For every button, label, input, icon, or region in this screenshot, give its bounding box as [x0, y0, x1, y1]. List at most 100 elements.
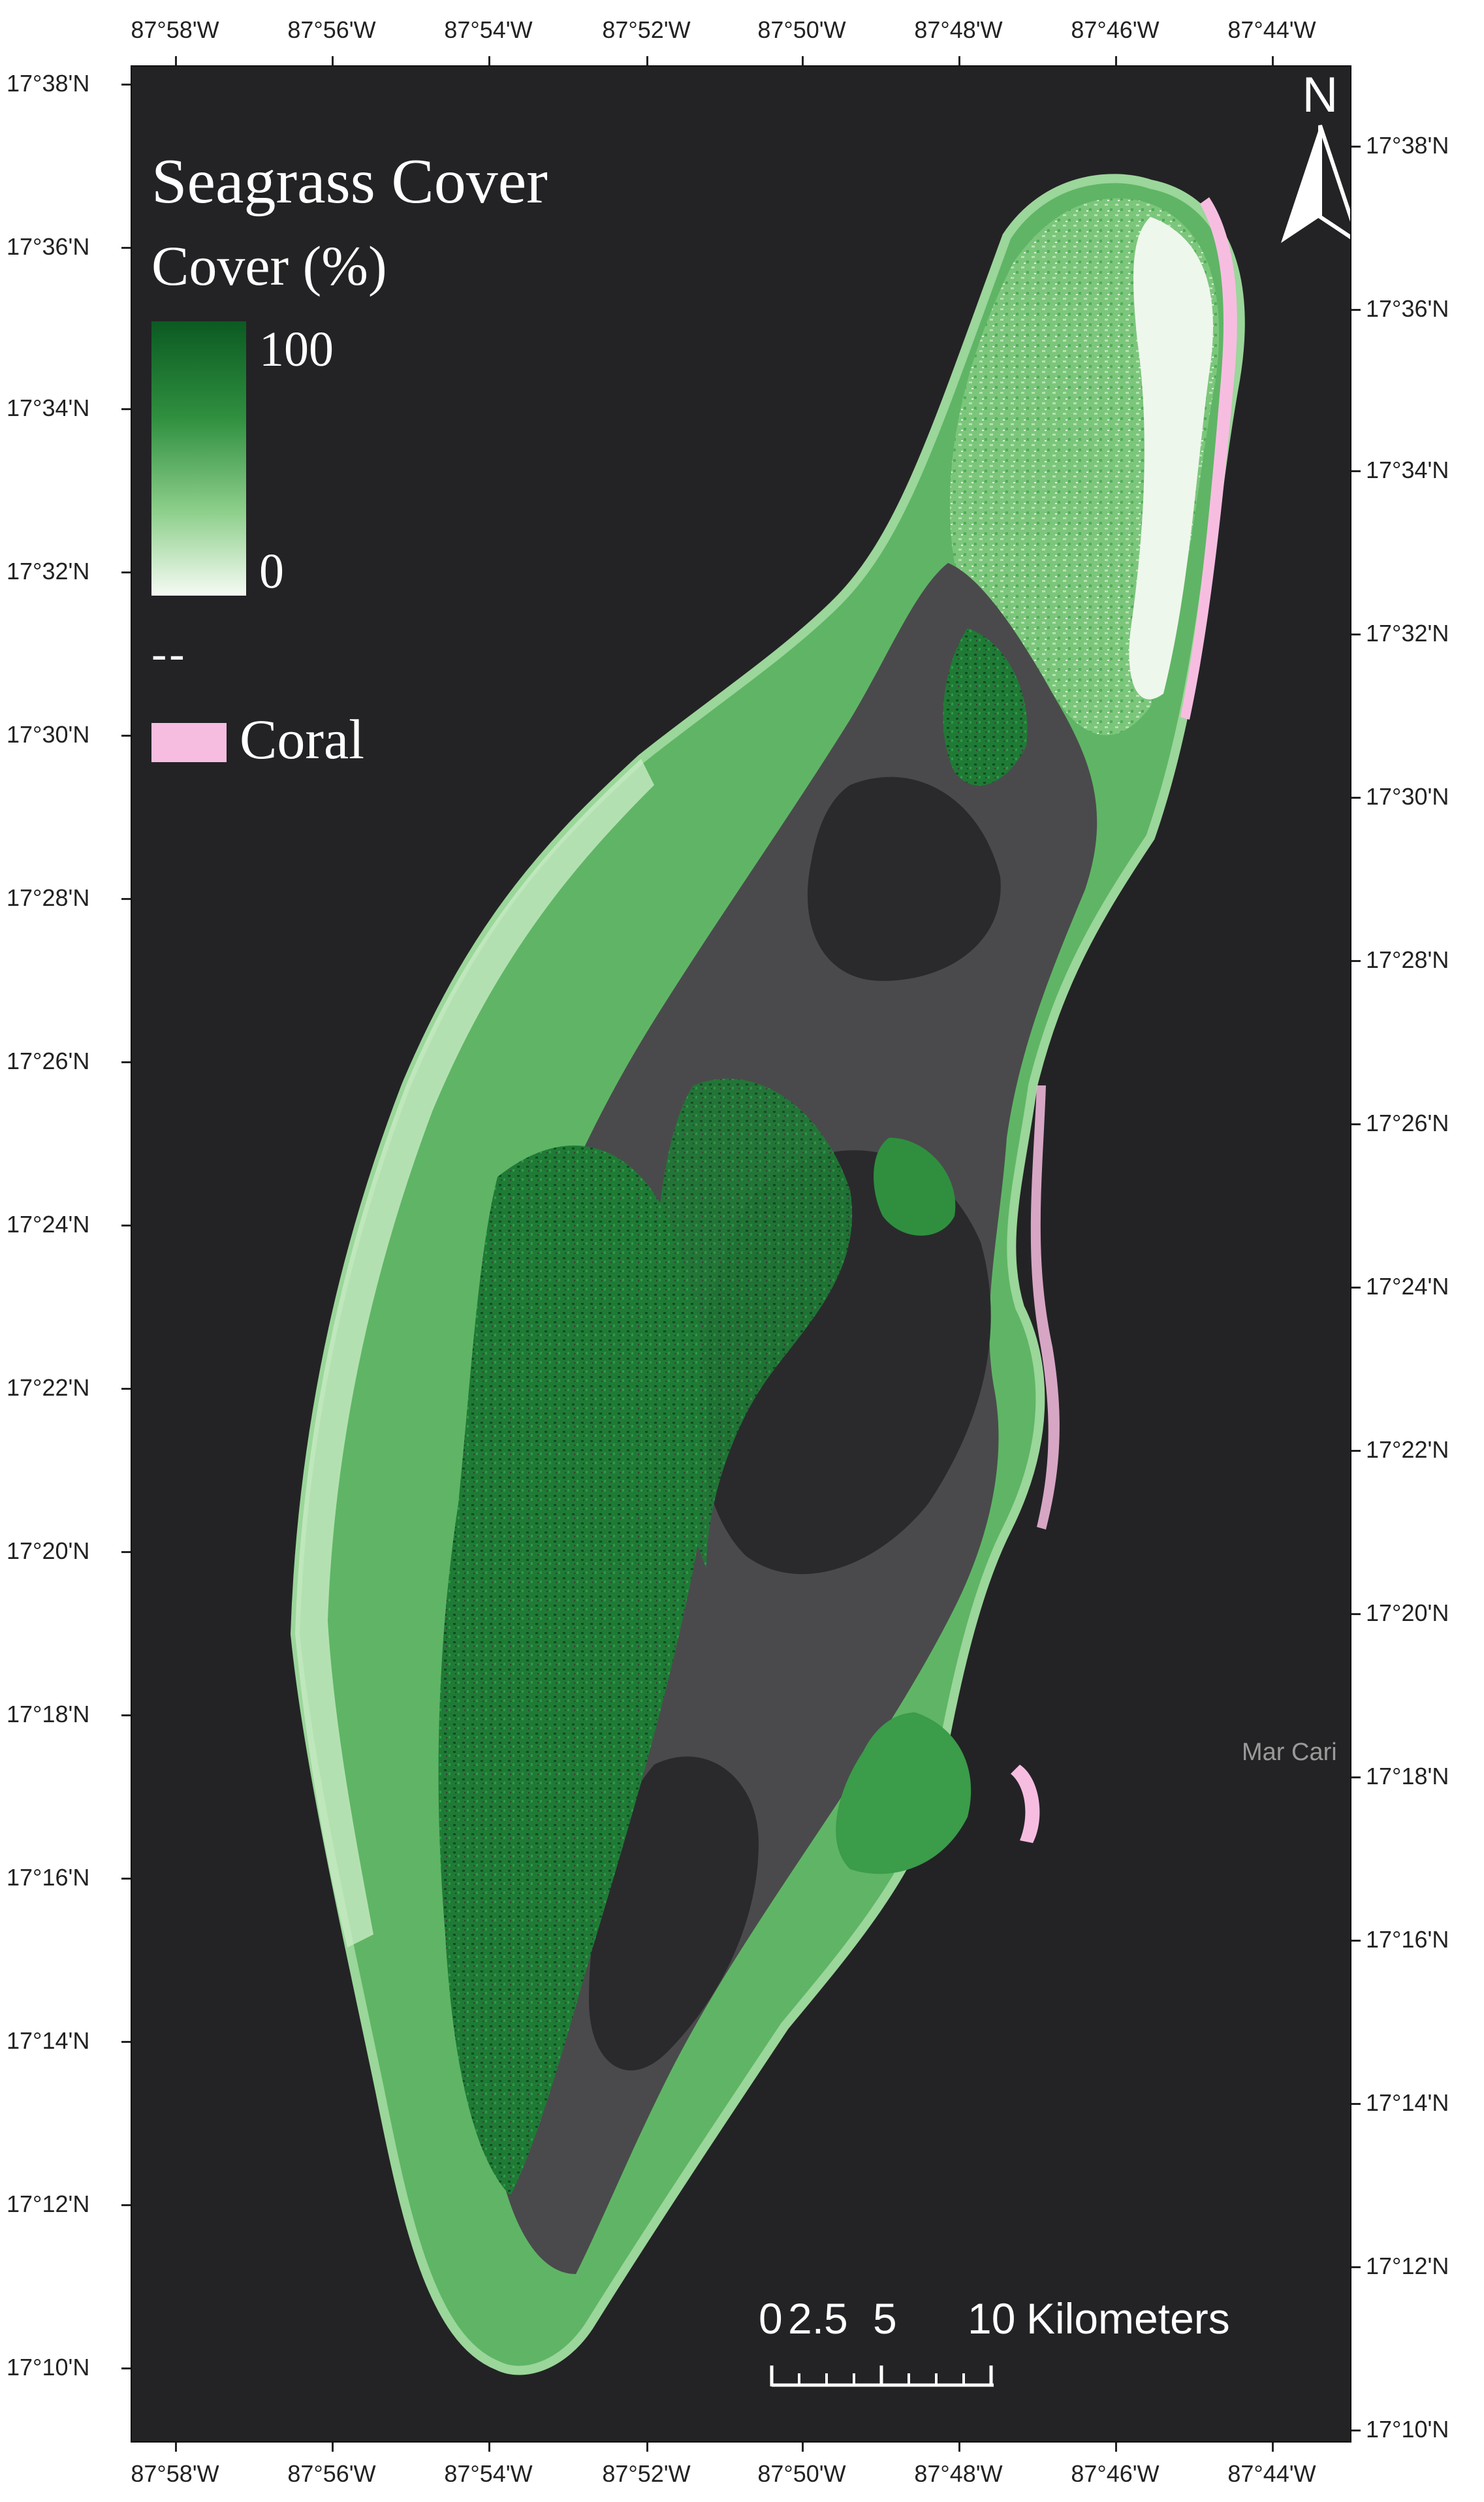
- left-latitude-label: 17°10'N: [7, 2354, 90, 2381]
- west-fore-reef: [295, 759, 654, 1948]
- bottom-longitude-label: 87°44'W: [1227, 2460, 1316, 2487]
- right-latitude-label: 17°20'N: [1366, 1599, 1449, 1626]
- right-latitude-label: 17°18'N: [1366, 1763, 1449, 1789]
- map-frame[interactable]: Seagrass Cover Cover (%) 100 0 -- Coral …: [131, 65, 1351, 2443]
- scale-label-10: 10: [968, 2294, 1016, 2343]
- left-latitude-tick: [121, 2367, 131, 2369]
- right-latitude-tick: [1351, 1287, 1361, 1289]
- right-latitude-tick: [1351, 470, 1361, 472]
- left-latitude-tick: [121, 408, 131, 410]
- sand-flats: [1129, 217, 1213, 699]
- lagoon-basin-south: [589, 1756, 759, 2071]
- left-latitude-label: 17°36'N: [7, 233, 90, 260]
- legend-coral-label: Coral: [240, 708, 365, 771]
- left-latitude-tick: [121, 1225, 131, 1227]
- right-latitude-label: 17°12'N: [1366, 2253, 1449, 2279]
- legend-separator: --: [151, 629, 187, 679]
- top-longitude-tick: [488, 56, 490, 65]
- left-latitude-label: 17°22'N: [7, 1374, 90, 1401]
- right-latitude-tick: [1351, 2103, 1361, 2105]
- left-latitude-tick: [121, 1551, 131, 1553]
- top-longitude-tick: [1272, 56, 1274, 65]
- right-latitude-tick: [1351, 309, 1361, 311]
- scale-label-0: 0: [759, 2294, 783, 2343]
- scale-bar-line: [770, 2366, 994, 2387]
- left-latitude-tick: [121, 2041, 131, 2043]
- legend-title: Seagrass Cover: [151, 146, 548, 217]
- place-label: Mar Cari: [1242, 1739, 1337, 1766]
- top-longitude-tick: [175, 56, 177, 65]
- left-latitude-label: 17°30'N: [7, 721, 90, 748]
- right-latitude-tick: [1351, 1940, 1361, 1942]
- right-latitude-tick: [1351, 1776, 1361, 1778]
- right-latitude-label: 17°24'N: [1366, 1273, 1449, 1300]
- bottom-longitude-tick: [332, 2443, 334, 2452]
- legend-subtitle: Cover (%): [151, 234, 387, 297]
- coral-strip-east: [1030, 1085, 1060, 1530]
- seagrass-meadow-east: [874, 1138, 956, 1236]
- top-longitude-tick: [646, 56, 648, 65]
- left-latitude-label: 17°26'N: [7, 1048, 90, 1074]
- top-longitude-label: 87°50'W: [757, 16, 846, 43]
- right-latitude-label: 17°28'N: [1366, 946, 1449, 973]
- seagrass-meadow-west: [438, 1146, 707, 2196]
- bottom-longitude-tick: [958, 2443, 960, 2452]
- left-latitude-tick: [121, 1714, 131, 1716]
- left-latitude-tick: [121, 735, 131, 737]
- right-latitude-tick: [1351, 960, 1361, 962]
- lagoon-basin-north: [807, 777, 1001, 981]
- top-longitude-label: 87°54'W: [444, 16, 533, 43]
- left-latitude-tick: [121, 1878, 131, 1880]
- legend-color-ramp: [151, 321, 246, 596]
- right-latitude-tick: [1351, 1613, 1361, 1615]
- scale-label-2-5: 2.5: [788, 2294, 848, 2343]
- right-latitude-tick: [1351, 2266, 1361, 2268]
- right-latitude-tick: [1351, 1450, 1361, 1452]
- seagrass-meadow-central: [654, 1078, 853, 1569]
- right-latitude-label: 17°34'N: [1366, 457, 1449, 483]
- left-latitude-tick: [121, 247, 131, 249]
- top-longitude-tick: [802, 56, 804, 65]
- right-latitude-label: 17°10'N: [1366, 2416, 1449, 2443]
- left-latitude-label: 17°38'N: [7, 70, 90, 97]
- bottom-longitude-tick: [802, 2443, 804, 2452]
- bottom-longitude-tick: [1272, 2443, 1274, 2452]
- scale-bar: 0 2.5 5 10 Kilometers: [759, 2294, 1346, 2411]
- legend-ramp-min: 0: [259, 544, 284, 599]
- top-longitude-label: 87°56'W: [287, 16, 376, 43]
- right-latitude-tick: [1351, 2430, 1361, 2431]
- right-latitude-label: 17°38'N: [1366, 132, 1449, 159]
- north-arrow-icon: [1281, 125, 1350, 243]
- right-latitude-label: 17°26'N: [1366, 1110, 1449, 1136]
- coral-strip-north: [1180, 197, 1237, 720]
- left-latitude-label: 17°16'N: [7, 1864, 90, 1891]
- bottom-longitude-tick: [646, 2443, 648, 2452]
- top-longitude-label: 87°46'W: [1071, 16, 1160, 43]
- seagrass-meadow-southeast: [836, 1712, 971, 1874]
- right-latitude-tick: [1351, 1123, 1361, 1125]
- right-latitude-tick: [1351, 634, 1361, 635]
- bottom-longitude-label: 87°58'W: [131, 2460, 219, 2487]
- bottom-longitude-label: 87°48'W: [914, 2460, 1003, 2487]
- left-latitude-tick: [121, 898, 131, 900]
- right-latitude-label: 17°22'N: [1366, 1436, 1449, 1463]
- legend-ramp-max: 100: [259, 322, 334, 377]
- bottom-longitude-tick: [175, 2443, 177, 2452]
- top-longitude-tick: [332, 56, 334, 65]
- legend-coral-swatch: [151, 723, 227, 762]
- top-longitude-tick: [958, 56, 960, 65]
- bottom-longitude-label: 87°52'W: [602, 2460, 691, 2487]
- right-latitude-label: 17°36'N: [1366, 295, 1449, 322]
- top-longitude-label: 87°44'W: [1227, 16, 1316, 43]
- bottom-longitude-tick: [488, 2443, 490, 2452]
- left-latitude-label: 17°12'N: [7, 2190, 90, 2217]
- left-latitude-tick: [121, 2204, 131, 2206]
- left-latitude-label: 17°34'N: [7, 394, 90, 421]
- top-longitude-tick: [1115, 56, 1117, 65]
- top-longitude-label: 87°48'W: [914, 16, 1003, 43]
- left-latitude-label: 17°20'N: [7, 1537, 90, 1564]
- seagrass-meadow-north-lagoon: [943, 628, 1028, 786]
- left-latitude-tick: [121, 1388, 131, 1390]
- right-latitude-tick: [1351, 797, 1361, 799]
- bottom-longitude-label: 87°56'W: [287, 2460, 376, 2487]
